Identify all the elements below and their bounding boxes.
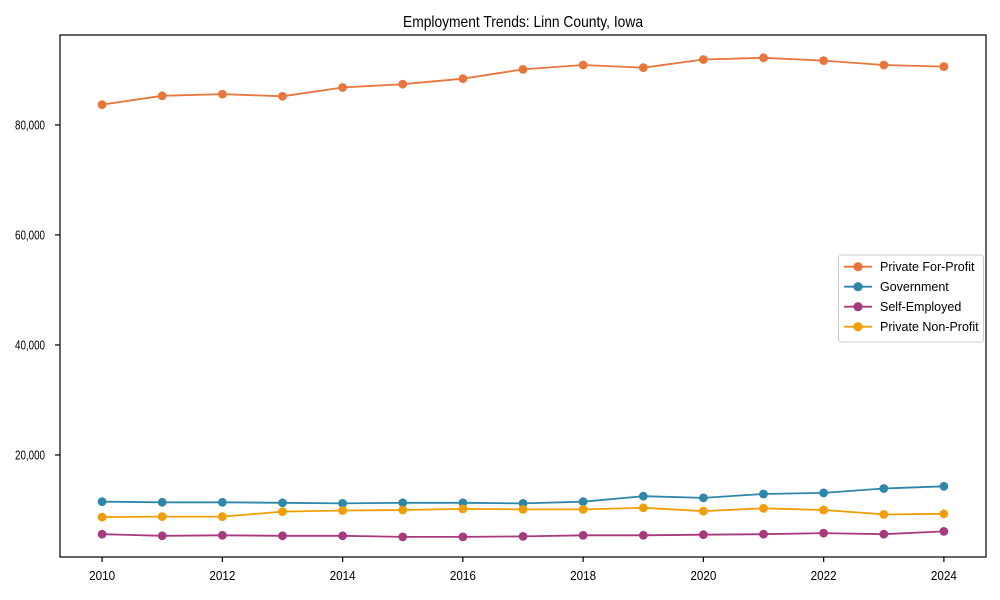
series-marker-government <box>819 488 828 498</box>
series-marker-private-for-profit <box>97 100 107 109</box>
series-marker-self-employed <box>338 531 347 541</box>
series-marker-private-for-profit <box>458 74 468 84</box>
legend-label: Private Non-Profit <box>880 320 979 334</box>
series-marker-private-non-profit <box>278 507 287 516</box>
series-marker-government <box>699 493 708 503</box>
series-marker-self-employed <box>97 529 107 539</box>
series-marker-self-employed <box>157 531 167 541</box>
series-marker-private-for-profit <box>638 63 648 73</box>
series-marker-private-for-profit <box>338 83 347 92</box>
series-marker-private-for-profit <box>578 60 588 70</box>
legend-swatch-dot <box>853 302 863 312</box>
series-marker-private-non-profit <box>759 503 768 513</box>
legend-label: Government <box>880 280 949 294</box>
x-tick-label: 2014 <box>330 568 356 583</box>
y-tick-label: 80,000 <box>15 117 45 132</box>
series-marker-self-employed <box>759 529 768 539</box>
series-marker-private-non-profit <box>97 512 107 522</box>
legend-swatch-dot <box>853 262 863 272</box>
series-marker-private-for-profit <box>759 53 768 63</box>
series-marker-self-employed <box>939 527 949 536</box>
y-tick-label: 20,000 <box>15 447 45 462</box>
series-line-private-for-profit <box>101 56 944 106</box>
series-marker-private-non-profit <box>218 512 227 521</box>
series-marker-government <box>759 489 768 499</box>
legend-item: Private Non-Profit <box>844 320 979 334</box>
series-marker-government <box>218 497 227 507</box>
series-marker-government <box>939 481 949 491</box>
x-tick-label: 2020 <box>690 568 716 583</box>
series-marker-private-non-profit <box>939 509 949 519</box>
series-marker-private-for-profit <box>518 65 528 74</box>
plot-border <box>59 34 987 558</box>
series-marker-self-employed <box>278 531 287 541</box>
series-marker-self-employed <box>879 529 889 539</box>
series-marker-private-for-profit <box>157 91 167 101</box>
series-marker-private-non-profit <box>518 505 528 514</box>
series-marker-self-employed <box>699 530 708 540</box>
series-marker-private-for-profit <box>218 89 227 99</box>
series-marker-government <box>458 498 468 508</box>
x-tick-label: 2010 <box>89 568 115 583</box>
series-marker-government <box>578 497 588 507</box>
series-marker-self-employed <box>578 530 588 540</box>
series-marker-private-non-profit <box>398 505 408 515</box>
legend: Private For-Profit Government Self-Employe… <box>838 254 984 343</box>
legend-label: Self-Employed <box>880 300 961 314</box>
y-tick-label: 60,000 <box>15 227 45 242</box>
series-marker-government <box>638 491 648 501</box>
series-marker-government <box>398 498 408 508</box>
series-marker-self-employed <box>819 528 828 538</box>
series-marker-self-employed <box>398 532 408 542</box>
series-marker-government <box>278 498 287 508</box>
x-tick-label: 2012 <box>209 568 235 583</box>
series-marker-private-non-profit <box>879 510 889 519</box>
legend-swatch-dot <box>853 322 863 332</box>
series-marker-private-non-profit <box>458 504 468 514</box>
series-marker-government <box>338 499 347 508</box>
legend-item: Self-Employed <box>844 300 961 314</box>
chart-title: Employment Trends: Linn County, Iowa <box>403 14 643 31</box>
series-marker-private-non-profit <box>578 505 588 514</box>
legend-label: Private For-Profit <box>880 260 975 274</box>
legend-item: Private For-Profit <box>844 260 975 274</box>
series-marker-government <box>879 484 889 493</box>
series-marker-self-employed <box>638 530 648 540</box>
series-marker-self-employed <box>518 532 528 541</box>
y-tick-label: 40,000 <box>15 337 45 352</box>
x-tick-label: 2016 <box>450 568 476 583</box>
series-marker-private-for-profit <box>699 55 708 64</box>
x-tick-label: 2018 <box>570 568 596 583</box>
series-marker-private-non-profit <box>338 506 347 515</box>
x-tick-label: 2024 <box>931 568 957 583</box>
series-marker-self-employed <box>458 532 468 542</box>
legend-box <box>838 254 984 343</box>
series-marker-private-for-profit <box>819 56 828 65</box>
x-tick-label: 2022 <box>811 568 837 583</box>
series-marker-private-for-profit <box>398 79 408 89</box>
series-marker-private-for-profit <box>278 91 287 101</box>
series-marker-government <box>157 497 167 507</box>
series-marker-private-non-profit <box>638 503 648 513</box>
series-marker-government <box>97 497 107 507</box>
series-marker-private-for-profit <box>939 62 949 71</box>
series-marker-private-non-profit <box>699 506 708 516</box>
series-marker-private-for-profit <box>879 60 889 70</box>
legend-swatch-dot <box>853 282 863 292</box>
legend-item: Government <box>844 280 949 294</box>
series-marker-private-non-profit <box>819 505 828 515</box>
series-marker-self-employed <box>218 530 227 540</box>
series-marker-private-non-profit <box>157 512 167 521</box>
